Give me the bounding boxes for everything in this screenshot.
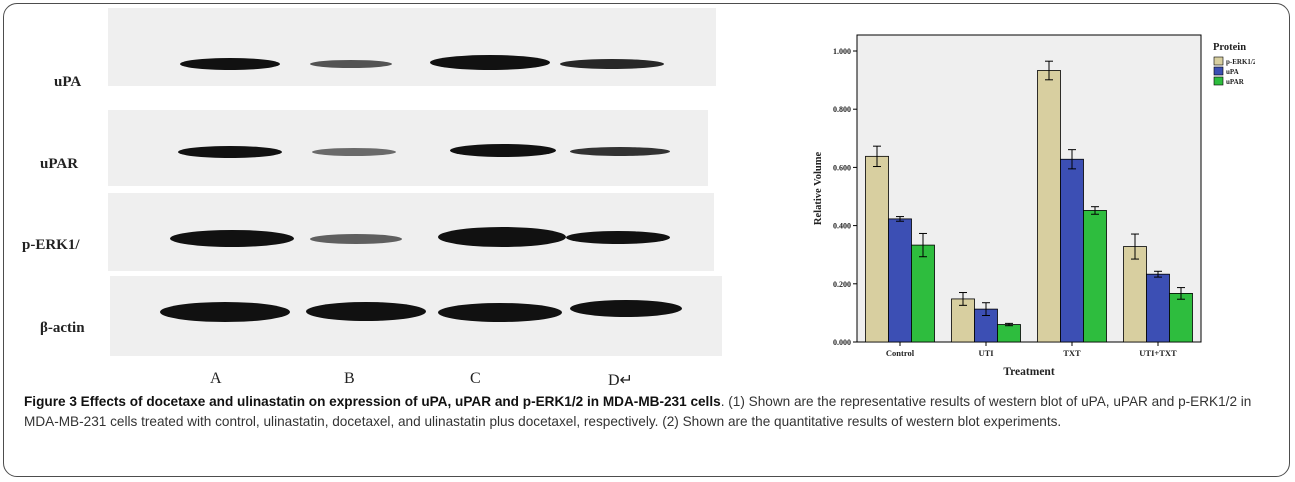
caption-title: Figure 3 Effects of docetaxe and ulinast… [24,394,721,409]
western-blot-panel: uPA uPAR p-ERK1/ β-actin A B C D↵ [10,8,740,393]
band-actin-b [306,302,426,321]
figure-frame [3,3,1290,477]
bar [1060,158,1084,343]
band-perk-c [438,227,566,247]
band-upa-b [310,60,392,68]
y-tick-label: 1.000 [833,47,851,56]
legend-swatch [1213,56,1224,66]
bar [911,244,935,343]
band-upar-b [312,148,396,156]
lane-label-d: D↵ [608,372,633,389]
band-upa-d [560,59,664,69]
figure-caption: Figure 3 Effects of docetaxe and ulinast… [24,392,1274,432]
x-tick-label: UTI [978,348,994,358]
legend-swatch [1213,76,1224,86]
y-tick-label: 0.600 [833,163,851,172]
blot-label-actin: β-actin [40,320,85,336]
band-upar-a [178,146,282,158]
bar [1123,246,1147,343]
y-tick-label: 0.400 [833,222,851,231]
legend-title: Protein [1213,42,1246,53]
bar [1083,210,1107,343]
band-upa-c [430,55,550,70]
bar [1037,70,1061,343]
y-tick-label: 0.800 [833,105,851,114]
x-tick-label: TXT [1063,348,1081,358]
lane-label-a: A [210,370,222,387]
band-perk-b [310,234,402,244]
y-tick-label: 0.000 [833,338,851,347]
band-perk-a [170,230,294,247]
band-upa-a [180,58,280,70]
blot-label-perk: p-ERK1/ [22,237,80,253]
x-tick-label: Control [886,348,915,358]
y-tick-label: 0.200 [833,280,851,289]
band-actin-a [160,302,290,322]
bar [1146,273,1170,343]
legend-swatch [1213,66,1224,76]
legend-label: uPAR [1226,78,1245,86]
bar [997,324,1021,343]
bar [888,218,912,343]
bar-chart: 0.000 0.200 0.400 0.600 0.800 1.000 Relative V… [813,34,1257,378]
y-axis-label: Relative Volume [813,152,824,226]
band-perk-d [566,231,670,244]
x-axis-label: Treatment [1003,366,1054,378]
legend-label: uPA [1226,68,1239,76]
blot-label-upa: uPA [54,74,82,90]
x-tick-label: UTI+TXT [1139,348,1177,358]
legend-label: p-ERK1/2 [1226,58,1255,66]
band-upar-d [570,147,670,156]
band-upar-c [450,144,556,157]
bar [865,155,889,343]
blot-strip-upa [108,8,716,86]
lane-label-b: B [344,370,355,387]
bar [1169,293,1193,343]
lane-label-c: C [470,370,481,387]
caption-text: . (1) Shown are the representative resul… [24,394,1252,429]
bar-chart-panel: 0.000 0.200 0.400 0.600 0.800 1.000 Relative V… [795,5,1257,385]
band-actin-d [570,300,682,317]
blot-label-upar: uPAR [40,156,79,172]
band-actin-c [438,303,562,322]
